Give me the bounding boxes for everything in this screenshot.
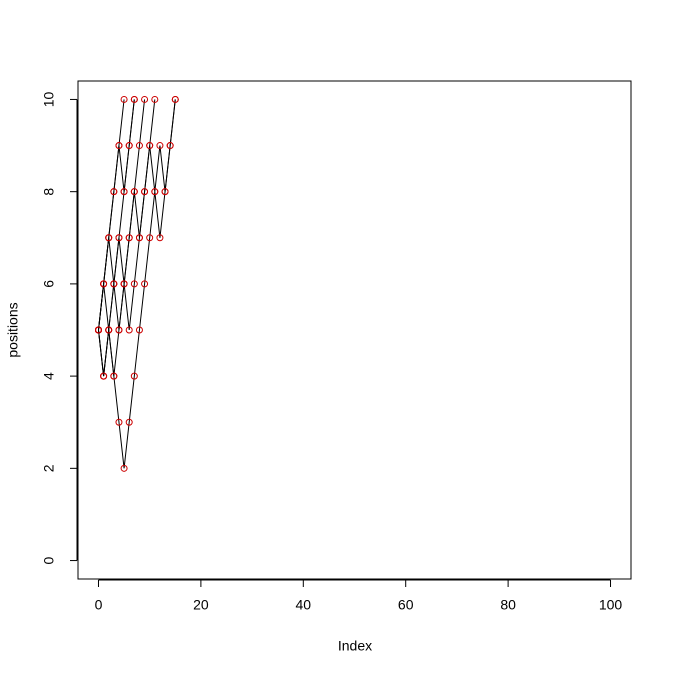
data-point bbox=[100, 280, 108, 288]
x-tick-label: 20 bbox=[193, 597, 209, 613]
series-line bbox=[97, 99, 176, 469]
y-axis-label: positions bbox=[5, 302, 21, 357]
series-line bbox=[97, 99, 176, 331]
data-point bbox=[105, 234, 113, 242]
x-axis-label: Index bbox=[338, 638, 372, 654]
y-tick-label: 0 bbox=[41, 556, 57, 564]
x-tick-label: 40 bbox=[296, 597, 312, 613]
data-point bbox=[125, 234, 133, 242]
x-tick-label: 80 bbox=[500, 597, 516, 613]
x-tick-label: 0 bbox=[95, 597, 103, 613]
data-point bbox=[146, 234, 154, 242]
data-point bbox=[120, 188, 128, 196]
data-point bbox=[115, 234, 123, 242]
data-point bbox=[135, 234, 143, 242]
x-tick-label: 100 bbox=[599, 597, 623, 613]
data-point bbox=[161, 188, 169, 196]
data-point bbox=[120, 464, 128, 472]
data-point bbox=[156, 234, 164, 242]
data-point bbox=[115, 142, 123, 150]
data-point bbox=[156, 142, 164, 150]
data-point bbox=[130, 95, 138, 103]
data-point bbox=[141, 188, 149, 196]
y-tick-label: 4 bbox=[41, 372, 57, 380]
data-point bbox=[135, 142, 143, 150]
data-point bbox=[130, 188, 138, 196]
data-point bbox=[135, 326, 143, 334]
data-point bbox=[171, 95, 179, 103]
y-tick-label: 6 bbox=[41, 280, 57, 288]
data-point bbox=[115, 418, 123, 426]
data-point bbox=[125, 326, 133, 334]
y-tick-label: 8 bbox=[41, 188, 57, 196]
data-point bbox=[125, 142, 133, 150]
data-point bbox=[125, 418, 133, 426]
data-point bbox=[110, 372, 118, 380]
y-tick-label: 2 bbox=[41, 464, 57, 472]
data-point bbox=[115, 326, 123, 334]
data-point bbox=[120, 280, 128, 288]
data-point bbox=[141, 280, 149, 288]
data-point bbox=[130, 280, 138, 288]
data-point bbox=[105, 326, 113, 334]
data-point bbox=[110, 280, 118, 288]
x-tick-label: 60 bbox=[398, 597, 414, 613]
data-point bbox=[94, 326, 102, 334]
data-point bbox=[151, 95, 159, 103]
y-tick-label: 10 bbox=[41, 91, 57, 107]
data-point bbox=[141, 95, 149, 103]
data-point bbox=[100, 372, 108, 380]
plot-frame bbox=[77, 80, 632, 580]
data-point bbox=[146, 142, 154, 150]
data-point bbox=[130, 372, 138, 380]
data-point bbox=[151, 188, 159, 196]
series-line bbox=[97, 99, 135, 331]
data-point bbox=[110, 188, 118, 196]
data-point bbox=[166, 142, 174, 150]
data-point bbox=[120, 95, 128, 103]
